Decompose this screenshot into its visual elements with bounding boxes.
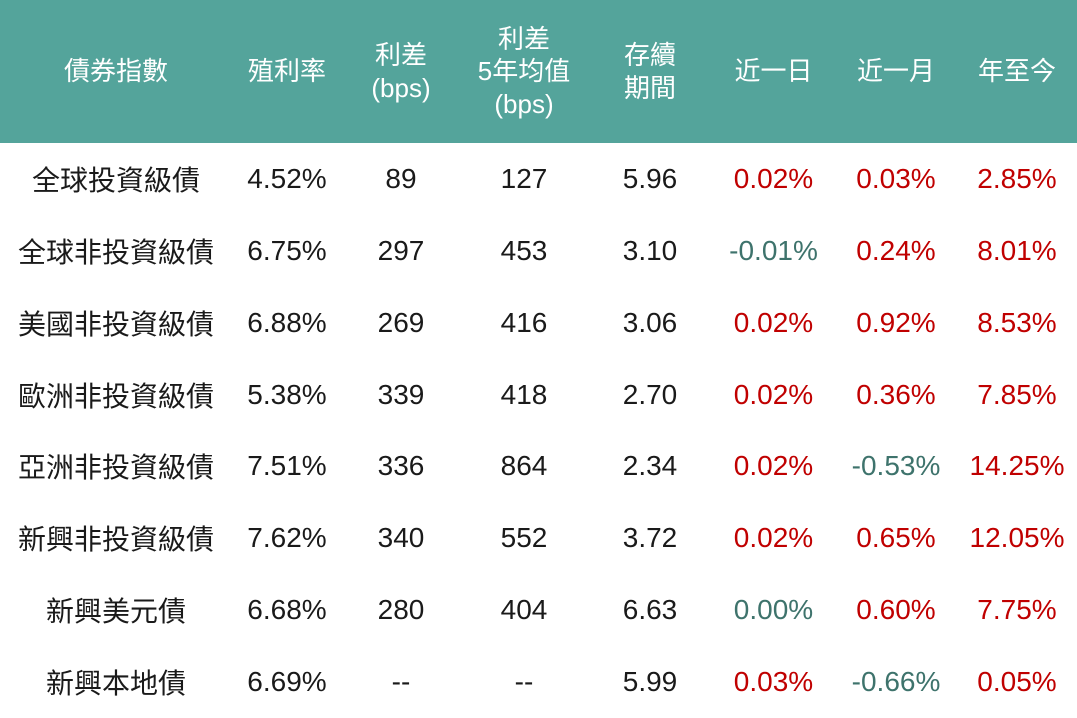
table-row: 新興美元債 6.68% 280 404 6.63 0.00% 0.60% 7.7… [0,574,1077,646]
yield-cell: 7.51% [247,450,327,482]
yield-cell: 6.75% [247,234,327,266]
chg-ytd-cell: 2.85% [977,162,1057,194]
chg-ytd-cell: 7.75% [977,594,1057,626]
bond-name-cell: 新興非投資級債 [17,524,214,556]
yield-cell: 6.88% [247,306,327,338]
spread-5y-cell: 416 [500,306,548,338]
duration-cell: 2.70 [622,378,678,410]
duration-cell: 3.10 [622,234,678,266]
chg-ytd-cell: 0.05% [977,666,1057,698]
spread-5y-cell: 404 [500,594,548,626]
table-header-row: 債券指數 殖利率 利差 (bps) 利差 5年均值 (bps) 存續 期間 近一… [0,0,1077,143]
spread-cell: 269 [377,306,425,338]
column-header-yield: 殖利率 [247,56,326,87]
yield-cell: 6.69% [247,666,327,698]
duration-cell: 3.72 [622,522,678,554]
spread-cell: 339 [377,378,425,410]
duration-cell: 3.06 [622,306,678,338]
bond-name-cell: 歐洲非投資級債 [17,380,214,412]
column-header-duration: 存續 期間 [623,40,676,103]
chg-1m-cell: 0.36% [856,378,936,410]
spread-5y-cell: -- [514,666,534,698]
chg-1d-cell: -0.01% [729,234,818,266]
table-row: 全球非投資級債 6.75% 297 453 3.10 -0.01% 0.24% … [0,215,1077,287]
column-header-bond-index: 債券指數 [63,56,168,87]
table-row: 歐洲非投資級債 5.38% 339 418 2.70 0.02% 0.36% 7… [0,359,1077,431]
table-body: 全球投資級債 4.52% 89 127 5.96 0.02% 0.03% 2.8… [0,143,1077,718]
duration-cell: 5.96 [622,162,678,194]
bond-name-cell: 美國非投資級債 [17,308,214,340]
spread-cell: -- [391,666,411,698]
spread-cell: 280 [377,594,425,626]
table-row: 全球投資級債 4.52% 89 127 5.96 0.02% 0.03% 2.8… [0,143,1077,215]
chg-1m-cell: -0.66% [851,666,941,698]
chg-1d-cell: 0.02% [733,522,814,554]
bond-name-cell: 新興美元債 [45,596,186,628]
bond-name-cell: 新興本地債 [45,668,186,700]
column-header-ytd: 年至今 [977,56,1056,87]
spread-5y-cell: 418 [500,378,548,410]
chg-1m-cell: 0.03% [856,162,936,194]
spread-5y-cell: 864 [500,450,548,482]
chg-1d-cell: 0.02% [733,306,814,338]
chg-ytd-cell: 12.05% [969,522,1065,554]
spread-5y-cell: 453 [500,234,548,266]
bond-name-cell: 亞洲非投資級債 [17,452,214,484]
chg-ytd-cell: 7.85% [977,378,1057,410]
spread-5y-cell: 552 [500,522,548,554]
chg-1d-cell: 0.02% [733,450,814,482]
spread-5y-cell: 127 [500,162,548,194]
spread-cell: 89 [385,162,417,194]
spread-cell: 297 [377,234,425,266]
chg-1m-cell: 0.60% [856,594,936,626]
chg-ytd-cell: 8.53% [977,306,1057,338]
bond-name-cell: 全球投資級債 [31,164,200,196]
bond-name-cell: 全球非投資級債 [17,236,214,268]
chg-1d-cell: 0.03% [733,666,814,698]
yield-cell: 5.38% [247,378,327,410]
duration-cell: 2.34 [622,450,678,482]
column-header-1-day: 近一日 [734,56,813,87]
chg-1d-cell: 0.02% [733,162,814,194]
chg-ytd-cell: 14.25% [969,450,1065,482]
chg-1m-cell: 0.65% [856,522,936,554]
column-header-spread-5y-avg: 利差 5年均值 (bps) [477,23,571,119]
spread-cell: 336 [377,450,425,482]
table-row: 新興非投資級債 7.62% 340 552 3.72 0.02% 0.65% 1… [0,502,1077,574]
yield-cell: 4.52% [247,162,327,194]
chg-1d-cell: 0.02% [733,378,814,410]
yield-cell: 6.68% [247,594,327,626]
duration-cell: 5.99 [622,666,678,698]
duration-cell: 6.63 [622,594,678,626]
column-header-spread-bps: 利差 (bps) [371,40,431,103]
yield-cell: 7.62% [247,522,327,554]
chg-1m-cell: -0.53% [851,450,941,482]
table-row: 新興本地債 6.69% -- -- 5.99 0.03% -0.66% 0.05… [0,646,1077,718]
chg-1d-cell: 0.00% [733,594,814,626]
table-row: 亞洲非投資級債 7.51% 336 864 2.34 0.02% -0.53% … [0,431,1077,503]
column-header-1-month: 近一月 [856,56,935,87]
spread-cell: 340 [377,522,425,554]
chg-ytd-cell: 8.01% [977,234,1057,266]
chg-1m-cell: 0.92% [856,306,936,338]
table-row: 美國非投資級債 6.88% 269 416 3.06 0.02% 0.92% 8… [0,287,1077,359]
chg-1m-cell: 0.24% [856,234,936,266]
